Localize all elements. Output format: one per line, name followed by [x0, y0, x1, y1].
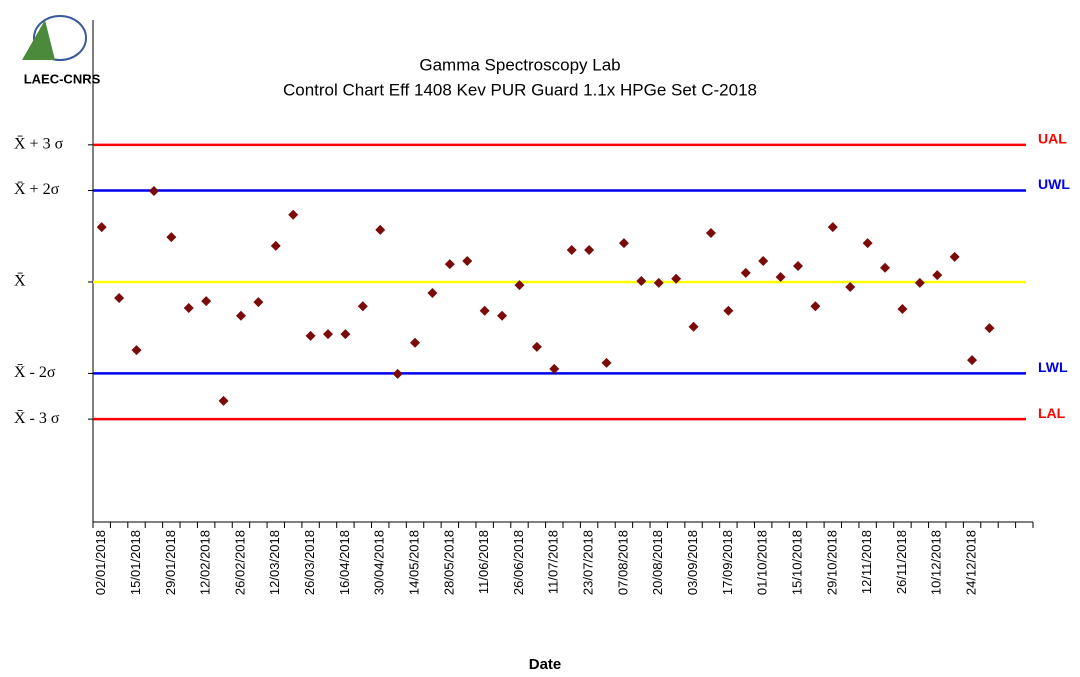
data-point	[880, 262, 891, 273]
data-point	[688, 321, 699, 332]
x-tick-label: 11/06/2018	[476, 530, 491, 594]
x-tick-label: 26/03/2018	[302, 530, 317, 595]
data-point	[584, 244, 595, 255]
data-point	[444, 259, 455, 270]
x-tick-label: 29/01/2018	[163, 530, 178, 595]
x-tick-label: 24/12/2018	[964, 530, 979, 595]
x-tick-label: 07/08/2018	[615, 530, 630, 595]
x-tick-label: 01/10/2018	[755, 530, 770, 595]
data-point	[253, 297, 264, 308]
data-point	[357, 301, 368, 312]
data-point	[323, 329, 333, 340]
data-point	[932, 270, 943, 281]
x-tick-label: 15/01/2018	[128, 530, 143, 595]
x-tick-label: 12/03/2018	[267, 530, 282, 595]
data-point	[114, 292, 125, 303]
data-point	[410, 337, 421, 348]
x-tick-label: 15/10/2018	[789, 530, 804, 595]
x-tick-label: 30/04/2018	[372, 530, 387, 595]
limit-label: LWL	[1038, 359, 1068, 375]
x-axis-label: Date	[529, 656, 562, 673]
x-tick-label: 29/10/2018	[824, 530, 839, 595]
y-tick-label: X̄ - 3 σ	[14, 410, 60, 427]
data-point	[566, 244, 577, 255]
data-point	[758, 255, 769, 266]
limit-label: UAL	[1038, 131, 1067, 147]
x-tick-label: 11/07/2018	[546, 530, 561, 594]
logo-ring	[33, 15, 87, 61]
x-tick-label: 02/01/2018	[93, 530, 108, 595]
data-point	[166, 232, 177, 243]
y-tick-label: X̄ - 2σ	[14, 364, 56, 381]
data-point	[723, 305, 734, 316]
x-tick-label: 28/05/2018	[441, 530, 456, 595]
data-point	[949, 251, 960, 262]
x-tick-label: 10/12/2018	[929, 530, 944, 595]
data-point	[375, 224, 386, 235]
data-point	[427, 287, 438, 298]
data-point	[201, 296, 212, 307]
x-tick-label: 26/06/2018	[511, 530, 526, 595]
data-point	[531, 341, 542, 352]
y-tick-label: X̄ + 2σ	[14, 181, 60, 198]
data-point	[305, 330, 316, 341]
data-point	[705, 228, 716, 239]
data-point	[218, 395, 229, 406]
data-point	[270, 240, 281, 251]
logo-tree	[22, 20, 55, 60]
data-point	[862, 238, 873, 249]
data-point	[601, 357, 612, 368]
y-tick-label: X̄ + 3 σ	[14, 135, 64, 152]
x-tick-label: 26/02/2018	[232, 530, 247, 595]
x-tick-label: 26/11/2018	[894, 530, 909, 594]
data-point	[984, 323, 995, 334]
data-point	[740, 267, 751, 278]
data-point	[96, 222, 107, 233]
x-tick-label: 17/09/2018	[720, 530, 735, 595]
x-tick-label: 12/11/2018	[859, 530, 874, 594]
data-point	[793, 260, 803, 271]
data-point	[810, 301, 821, 312]
chart-subtitle: Control Chart Eff 1408 Kev PUR Guard 1.1…	[283, 80, 757, 99]
limit-label: UWL	[1038, 176, 1070, 192]
limit-label: LAL	[1038, 405, 1066, 421]
data-point	[340, 329, 351, 340]
data-point	[392, 368, 403, 379]
data-point	[131, 345, 142, 356]
x-tick-label: 20/08/2018	[650, 530, 665, 595]
logo: LAEC-CNRS	[22, 15, 101, 86]
chart-title: Gamma Spectroscopy Lab	[419, 55, 620, 74]
x-tick-label: 03/09/2018	[685, 530, 700, 595]
data-point	[497, 310, 508, 321]
data-point	[636, 276, 647, 287]
data-point	[914, 277, 925, 288]
data-point	[148, 185, 159, 196]
data-point	[183, 303, 194, 314]
data-point	[845, 282, 856, 293]
x-tick-label: 12/02/2018	[198, 530, 213, 595]
x-tick-label: 16/04/2018	[337, 530, 352, 595]
data-point	[967, 355, 978, 366]
x-tick-label: 23/07/2018	[581, 530, 596, 595]
data-point	[235, 310, 246, 321]
x-tick-label: 14/05/2018	[406, 530, 421, 595]
data-point	[618, 238, 629, 249]
logo-text: LAEC-CNRS	[24, 71, 101, 86]
data-point	[671, 273, 682, 284]
data-point	[549, 363, 560, 374]
data-point	[462, 255, 473, 266]
data-point	[288, 209, 299, 220]
data-point	[479, 305, 490, 316]
data-point	[827, 222, 838, 233]
data-point	[653, 277, 664, 288]
data-point	[897, 303, 908, 314]
data-point	[514, 280, 525, 291]
data-point	[775, 271, 786, 282]
y-tick-label: X̄	[14, 273, 26, 290]
